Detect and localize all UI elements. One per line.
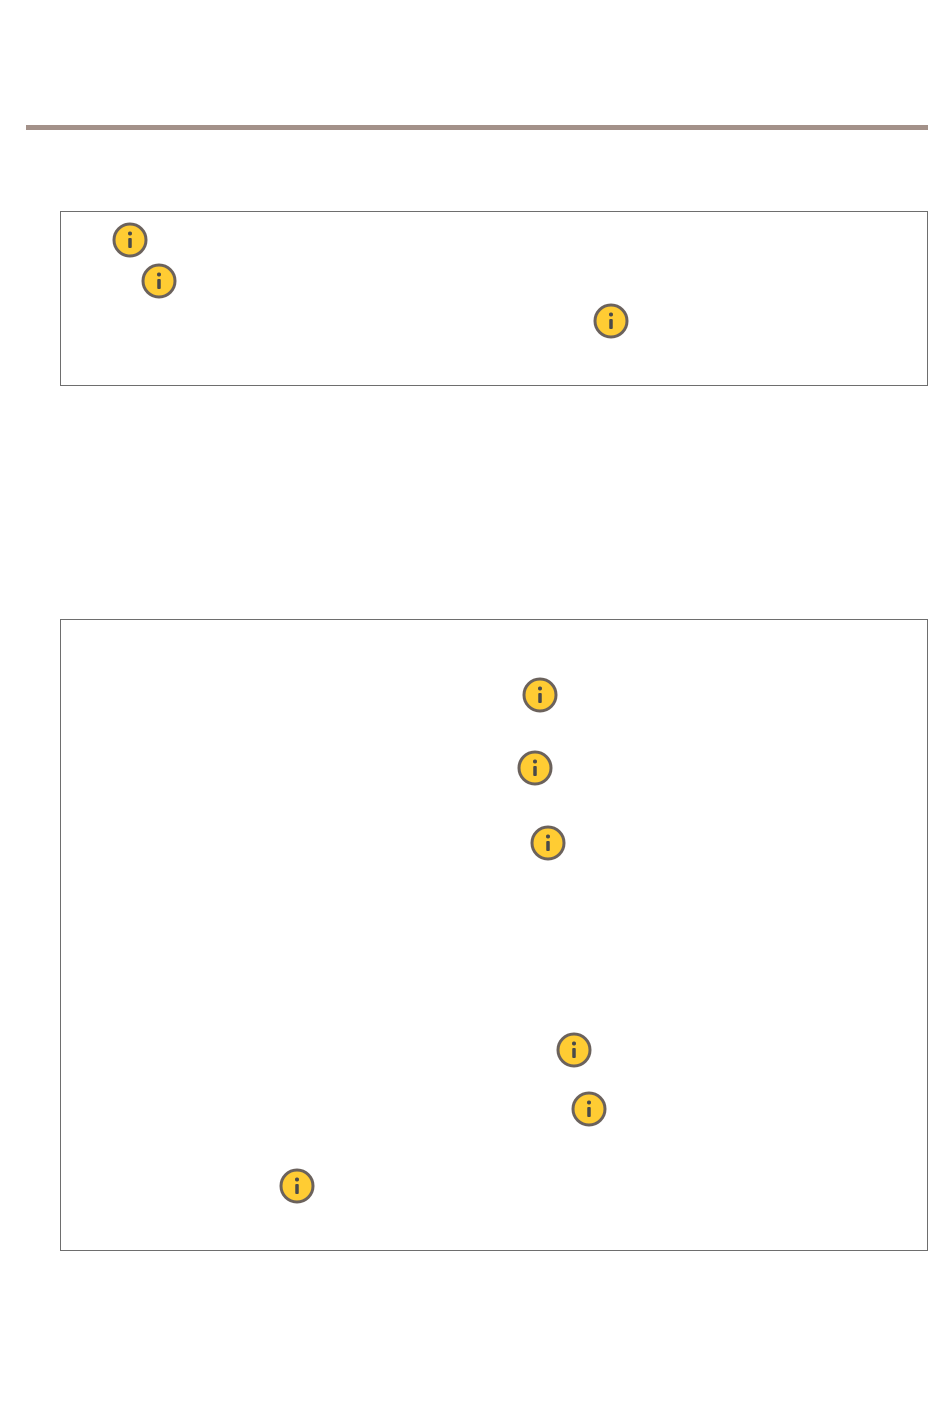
info-icon	[279, 1168, 315, 1204]
note-box	[60, 211, 928, 386]
header-rule	[26, 125, 928, 130]
info-icon	[522, 677, 558, 713]
info-icon	[571, 1091, 607, 1127]
info-icon	[530, 825, 566, 861]
info-icon	[141, 263, 177, 299]
info-icon	[112, 222, 148, 258]
info-icon	[556, 1032, 592, 1068]
info-icon	[593, 303, 629, 339]
note-box	[60, 619, 928, 1251]
info-icon	[517, 750, 553, 786]
